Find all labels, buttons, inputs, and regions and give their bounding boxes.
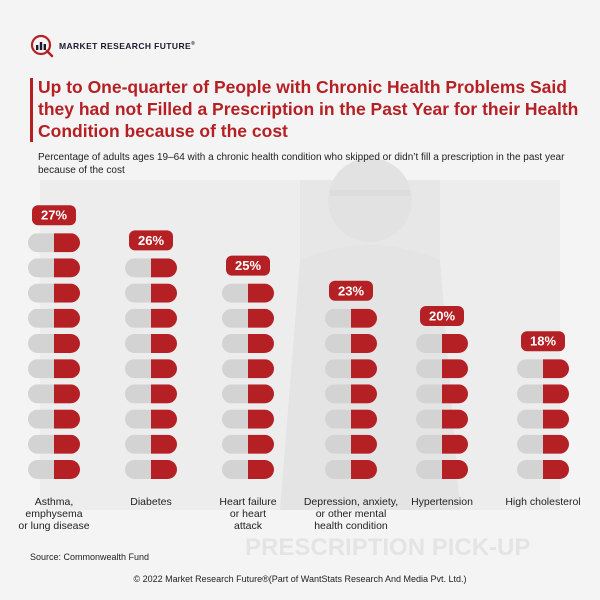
bar-5: 20% (416, 306, 468, 479)
pill (222, 409, 274, 429)
pill (28, 409, 80, 429)
category-label: Depression, anxiety, (304, 496, 398, 508)
pill (325, 359, 377, 379)
pill (517, 409, 569, 429)
bar-4: 23% (325, 280, 377, 479)
bar-3: 25% (222, 255, 274, 479)
category-label: Diabetes (130, 496, 171, 508)
pill (28, 359, 80, 379)
pill (517, 359, 569, 379)
brand-logo-icon (30, 34, 54, 58)
pill (28, 460, 80, 479)
page-title: Up to One-quarter of People with Chronic… (38, 77, 579, 141)
brand-header: MARKET RESEARCH FUTURE® (30, 34, 195, 58)
pill (125, 308, 177, 328)
bar-2: 26% (125, 230, 177, 479)
pill (222, 460, 274, 479)
pill (416, 460, 468, 479)
pill (28, 434, 80, 454)
pill (125, 434, 177, 454)
chart-subtitle: Percentage of adults ages 19–64 with a c… (38, 152, 565, 176)
pill (517, 460, 569, 479)
pill (222, 434, 274, 454)
value-label: 18% (530, 334, 556, 349)
bar-6: 18% (517, 331, 569, 479)
category-label: High cholesterol (505, 496, 580, 508)
value-badge: 23% (329, 280, 373, 301)
value-badge: 26% (129, 230, 173, 251)
value-label: 26% (138, 233, 164, 248)
pill (222, 359, 274, 379)
value-label: 23% (338, 283, 364, 298)
pill (416, 359, 468, 379)
value-label: 20% (429, 309, 455, 324)
pill (28, 258, 80, 278)
category-label: attack (234, 520, 263, 532)
pill (222, 334, 274, 353)
title-accent-bar (30, 78, 33, 142)
bar-1: 27% (28, 205, 80, 479)
pill (125, 460, 177, 479)
value-badge: 27% (32, 205, 76, 226)
pill (325, 384, 377, 404)
pill (416, 384, 468, 404)
pill (125, 409, 177, 429)
category-label: health condition (314, 520, 388, 532)
pill (28, 283, 80, 303)
pill (416, 334, 468, 353)
pill (325, 308, 377, 328)
pill (416, 409, 468, 429)
pill (125, 334, 177, 353)
pill (517, 434, 569, 454)
pill (125, 384, 177, 404)
pill (416, 434, 468, 454)
pill (517, 384, 569, 404)
pill (325, 434, 377, 454)
category-label: Asthma, (35, 496, 74, 508)
pill (325, 334, 377, 353)
value-badge: 18% (521, 331, 565, 352)
category-label: Hypertension (411, 496, 473, 508)
pill (28, 233, 80, 253)
value-badge: 20% (420, 306, 464, 326)
value-label: 27% (41, 208, 67, 223)
category-label: or lung disease (18, 520, 89, 532)
svg-text:PRESCRIPTION PICK-UP: PRESCRIPTION PICK-UP (245, 534, 530, 561)
pill (125, 359, 177, 379)
pill (125, 258, 177, 278)
pill (125, 283, 177, 303)
pill (325, 409, 377, 429)
brand-name: MARKET RESEARCH FUTURE® (59, 41, 196, 51)
pill (222, 384, 274, 404)
pill (28, 334, 80, 353)
category-label: or heart (230, 508, 266, 520)
category-label: emphysema (25, 508, 82, 520)
pill (28, 308, 80, 328)
pill (325, 460, 377, 479)
pill (222, 283, 274, 303)
value-badge: 25% (226, 255, 270, 276)
value-label: 25% (235, 258, 261, 273)
copyright-footer: © 2022 Market Research Future®(Part of W… (133, 574, 467, 584)
pill (28, 384, 80, 404)
category-label: Heart failure (219, 496, 276, 508)
pill (222, 308, 274, 328)
category-label: or other mental (316, 508, 387, 520)
source-note: Source: Commonwealth Fund (30, 552, 150, 562)
